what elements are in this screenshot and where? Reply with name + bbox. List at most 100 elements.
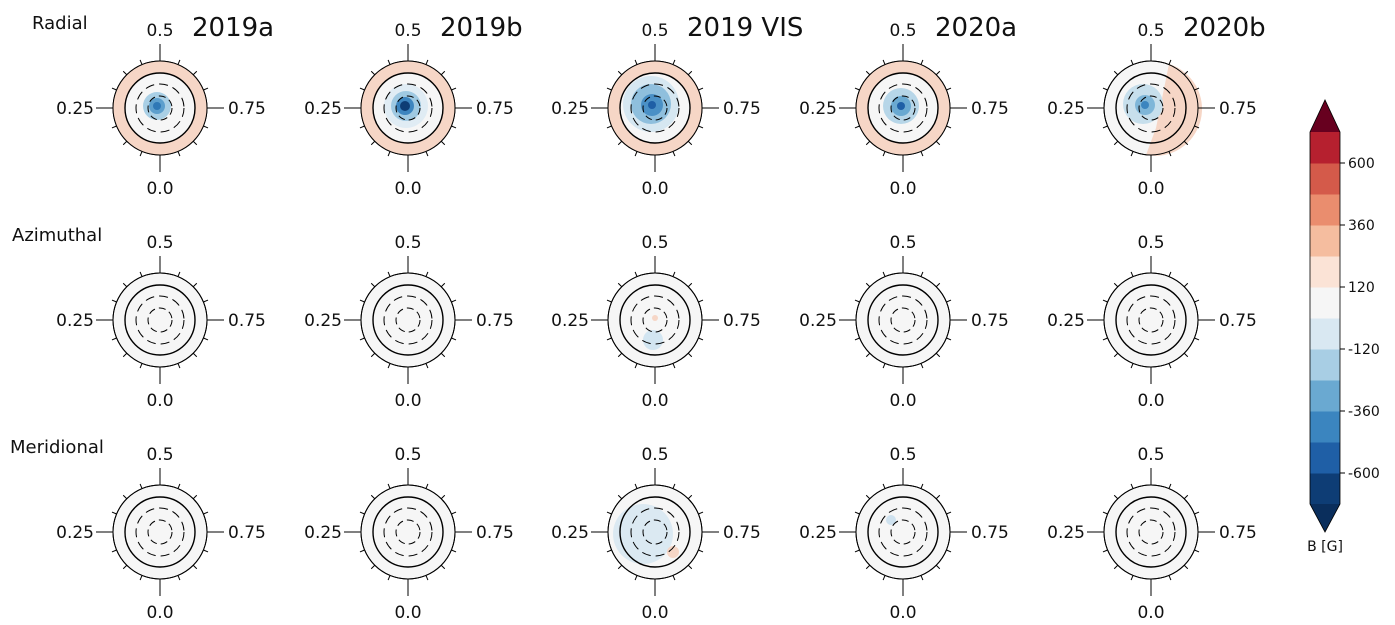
phase-tick (440, 282, 446, 288)
phase-label: 0.75 (1219, 523, 1257, 543)
phase-tick (387, 363, 391, 369)
shading (1141, 101, 1149, 109)
phase-label: 0.0 (394, 391, 421, 411)
phase-tick (1183, 282, 1189, 288)
phase-tick (177, 483, 181, 489)
phase-tick (1194, 337, 1200, 341)
phase-tick (359, 511, 365, 515)
column-title: 2019 VIS (687, 13, 803, 43)
phase-label: 0.25 (56, 523, 94, 543)
latitude-circle (878, 507, 928, 557)
phase-tick (122, 564, 128, 570)
phase-tick (687, 282, 693, 288)
latitude-circle (878, 295, 928, 345)
phase-tick (617, 564, 623, 570)
phase-tick (935, 282, 941, 288)
polar-panel: 0.5 0.0 0.25 0.75 (304, 21, 514, 199)
polar-panel: 0.5 0.0 0.25 0.75 (1047, 21, 1257, 199)
phase-label: 0.75 (228, 311, 266, 331)
polar-panel: 0.5 0.0 0.25 0.75 (799, 233, 1009, 411)
phase-tick (617, 494, 623, 500)
phase-tick (617, 352, 623, 358)
phase-tick (672, 483, 676, 489)
phase-tick (606, 549, 612, 553)
phase-tick (672, 59, 676, 65)
phase-tick (451, 299, 457, 303)
phase-label: 0.25 (1047, 311, 1085, 331)
colorbar-band (1310, 380, 1340, 412)
phase-tick (1183, 70, 1189, 76)
phase-label: 0.75 (476, 523, 514, 543)
colorbar-band (1310, 442, 1340, 474)
phase-tick (935, 352, 941, 358)
phase-label: 0.25 (304, 311, 342, 331)
phase-tick (935, 70, 941, 76)
phase-tick (203, 549, 209, 553)
phase-tick (139, 59, 143, 65)
phase-tick (634, 363, 638, 369)
phase-tick (687, 494, 693, 500)
phase-tick (203, 87, 209, 91)
phase-label: 0.25 (551, 523, 589, 543)
phase-tick (634, 271, 638, 277)
phase-tick (111, 125, 117, 129)
phase-tick (1168, 151, 1172, 157)
colorbar-extend (1310, 504, 1340, 532)
equator-circle (124, 72, 196, 144)
phase-tick (387, 151, 391, 157)
phase-label: 0.75 (228, 99, 266, 119)
latitude-circle (1138, 95, 1164, 121)
phase-tick (865, 70, 871, 76)
phase-tick (854, 125, 860, 129)
phase-tick (370, 70, 376, 76)
phase-tick (139, 575, 143, 581)
colorbar-tick-label: 360 (1348, 218, 1375, 234)
phase-tick (177, 363, 181, 369)
colorbar-outline (1309, 99, 1341, 533)
shading (643, 330, 663, 350)
equator-circle (372, 496, 444, 568)
phase-tick (111, 87, 117, 91)
latitude-circle (890, 519, 916, 545)
phase-tick (440, 494, 446, 500)
phase-tick (1130, 575, 1134, 581)
phase-tick (122, 140, 128, 146)
phase-tick (192, 70, 198, 76)
shading (652, 315, 658, 321)
phase-tick (634, 575, 638, 581)
phase-tick (177, 59, 181, 65)
phase-tick (122, 282, 128, 288)
polar-panel: 0.5 0.0 0.25 0.75 (304, 445, 514, 623)
phase-tick (370, 494, 376, 500)
phase-tick (946, 337, 952, 341)
shading (1146, 64, 1203, 156)
phase-label: 0.5 (146, 445, 173, 465)
phase-label: 0.5 (394, 233, 421, 253)
colorbar-tick-label: -360 (1348, 404, 1380, 420)
polar-panel: 0.5 0.0 0.25 0.75 (304, 233, 514, 411)
equator-circle (619, 284, 691, 356)
phase-tick (1168, 271, 1172, 277)
phase-tick (1130, 483, 1134, 489)
phase-tick (425, 151, 429, 157)
phase-tick (617, 282, 623, 288)
phase-tick (935, 140, 941, 146)
phase-label: 0.75 (228, 523, 266, 543)
phase-label: 0.0 (394, 179, 421, 199)
phase-tick (203, 125, 209, 129)
latitude-circle (395, 307, 421, 333)
phase-tick (1113, 282, 1119, 288)
phase-tick (698, 337, 704, 341)
phase-tick (854, 87, 860, 91)
phase-tick (387, 271, 391, 277)
equator-circle (1115, 72, 1187, 144)
phase-tick (854, 299, 860, 303)
phase-tick (946, 549, 952, 553)
phase-tick (139, 151, 143, 157)
colorbar-band (1310, 318, 1340, 350)
phase-tick (606, 299, 612, 303)
colorbar-band (1310, 349, 1340, 381)
phase-tick (139, 483, 143, 489)
phase-label: 0.0 (641, 603, 668, 621)
latitude-circle (1138, 519, 1164, 545)
